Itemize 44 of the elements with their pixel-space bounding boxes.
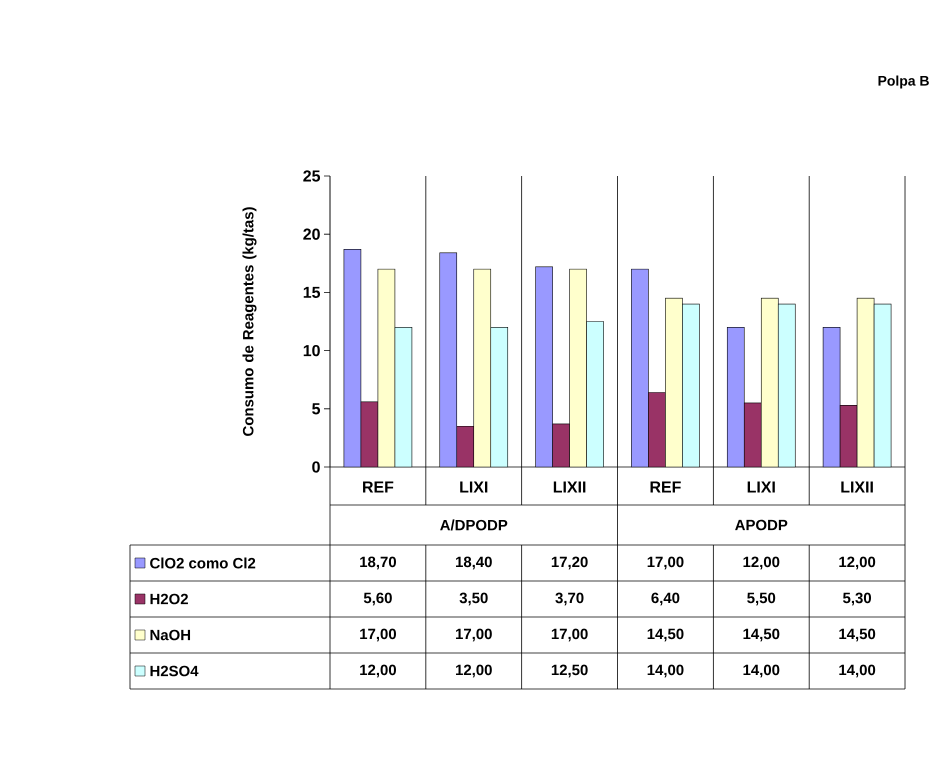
y-axis-title: Consumo de Reagentes (kg/tas) [242, 207, 257, 436]
data-label: 14,00 [839, 664, 876, 678]
legend-label: H2O2 [150, 594, 188, 604]
x-tick-label: LIXII [841, 482, 873, 492]
x-tick-label: LIXI [460, 482, 488, 492]
data-label: 17,20 [552, 556, 588, 570]
data-label: 12,00 [839, 556, 876, 570]
y-tick-label: 10 [304, 344, 320, 356]
x-tick-label: LIXII [554, 482, 586, 492]
y-tick-label: 5 [312, 403, 320, 414]
data-label: 17,00 [456, 628, 492, 642]
data-label: 3,50 [460, 592, 488, 606]
data-label: 14,00 [648, 664, 684, 678]
data-label: 3,70 [555, 592, 584, 606]
x-tick-label: REF [363, 482, 394, 492]
legend-label: H2SO4 [150, 666, 198, 676]
data-label: 17,00 [552, 628, 588, 642]
data-label: 12,50 [552, 664, 588, 678]
data-label: 14,50 [648, 628, 684, 642]
data-label: 14,50 [744, 628, 780, 642]
x-tick-label: REF [650, 482, 681, 492]
data-label: 14,50 [839, 628, 876, 642]
data-label: 17,00 [648, 556, 684, 570]
data-label: 5,30 [843, 592, 872, 606]
legend-label: NaOH [150, 630, 190, 640]
y-tick-label: 25 [303, 170, 320, 182]
y-tick-label: 20 [303, 228, 320, 240]
data-label: 6,40 [651, 592, 680, 606]
text: A/DPODP [440, 519, 508, 531]
data-label: 5,50 [747, 592, 776, 606]
data-label: 12,00 [456, 664, 492, 678]
text: APODP [735, 520, 788, 530]
chart-title: Polpa B [878, 75, 929, 88]
data-label: 18,70 [360, 556, 396, 570]
y-tick-label: 0 [312, 461, 320, 473]
data-label: 12,00 [360, 664, 396, 678]
data-label: 5,60 [364, 592, 392, 606]
data-label: 12,00 [744, 556, 780, 570]
data-label: 17,00 [360, 628, 396, 642]
data-label: 18,40 [456, 556, 492, 570]
data-label: 14,00 [744, 664, 780, 678]
x-tick-label: LIXI [748, 482, 775, 492]
legend-label: ClO2 como Cl2 [150, 558, 256, 568]
y-tick-label: 15 [304, 286, 320, 298]
